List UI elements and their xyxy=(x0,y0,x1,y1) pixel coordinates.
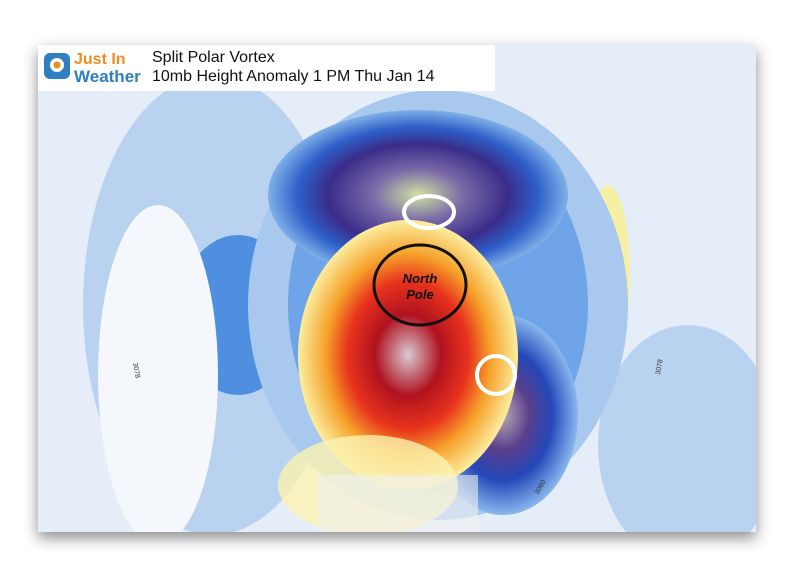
map-frame: North Pole 3078 3078 3060 Just In Weathe… xyxy=(38,45,756,532)
contour-label: 3078 xyxy=(131,362,141,379)
header: Just In Weather Split Polar Vortex 10mb … xyxy=(38,45,495,91)
contour-label: 3078 xyxy=(655,359,665,376)
logo-icon xyxy=(44,53,70,79)
subtitle: 10mb Height Anomaly 1 PM Thu Jan 14 xyxy=(152,68,435,85)
annotation-line: North xyxy=(403,271,438,286)
logo-text: Weather xyxy=(74,67,141,86)
logo-text: Just In xyxy=(74,51,126,68)
map: North Pole 3078 3078 3060 xyxy=(38,45,756,532)
title: Split Polar Vortex xyxy=(152,49,275,66)
annotation-line: Pole xyxy=(406,287,433,302)
